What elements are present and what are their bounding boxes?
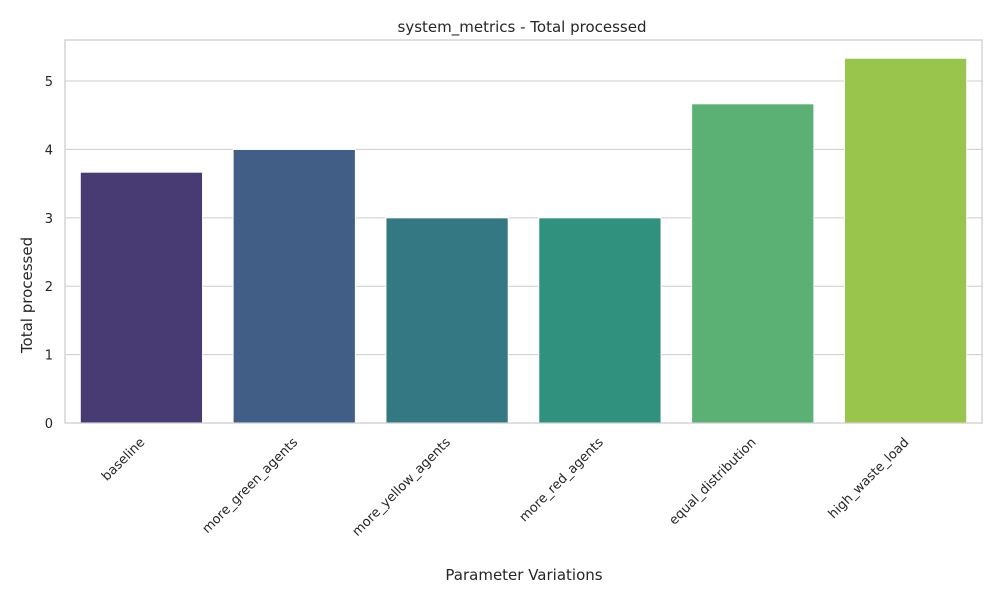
y-tick-label: 1 [45, 349, 53, 364]
y-tick-label: 0 [45, 417, 53, 432]
bar-more-green-agents [232, 148, 356, 424]
bar-more-yellow-agents [385, 217, 509, 424]
y-tick-label: 3 [45, 212, 53, 227]
y-tick-label: 4 [45, 143, 53, 158]
y-axis-ticks: 0 1 2 3 4 5 [45, 75, 53, 432]
bar-equal-distribution [691, 103, 815, 424]
bars [79, 57, 968, 424]
y-axis-label: Total processed [18, 237, 36, 354]
bar-baseline [79, 171, 204, 424]
bar-more-red-agents [538, 217, 662, 424]
bar-high-waste-load [843, 57, 968, 424]
plot-frame [64, 39, 983, 424]
y-tick-label: 5 [45, 75, 53, 90]
chart-title: system_metrics - Total processed [398, 18, 647, 37]
y-tick-label: 2 [45, 280, 53, 295]
x-axis-label: Parameter Variations [445, 566, 602, 584]
